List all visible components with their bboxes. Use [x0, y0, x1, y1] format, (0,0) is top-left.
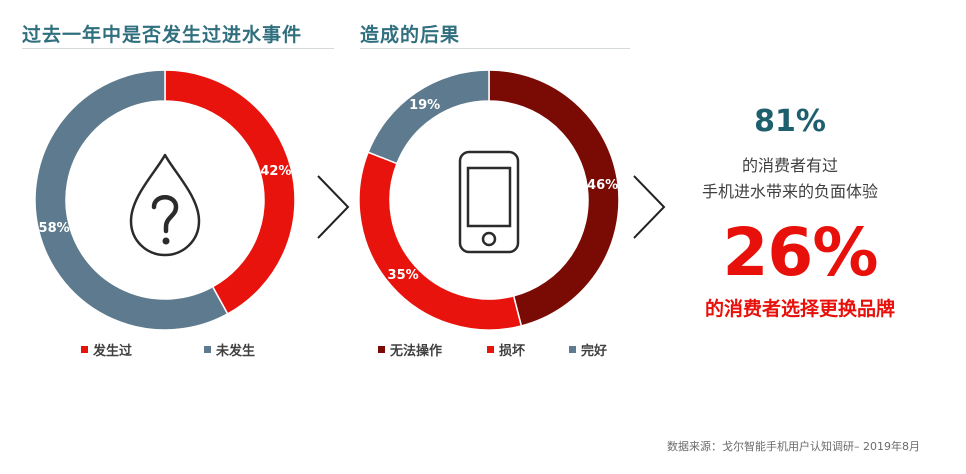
stat-81-value: 81%: [754, 104, 826, 139]
stat-26-line: 的消费者选择更换品牌: [704, 298, 895, 320]
donut-value-label-2: 35%: [388, 268, 419, 283]
legend-label: 未发生: [216, 344, 256, 359]
stat-26-value: 26%: [722, 214, 879, 291]
legend-swatch: [378, 346, 385, 353]
donut-value-label-2: 58%: [39, 221, 70, 236]
chart2-title-rule: [360, 48, 630, 49]
legend-swatch: [487, 346, 494, 353]
donut-segment-3: [367, 69, 490, 165]
donut-segment-2: [358, 151, 523, 331]
chevron-right-icon: [317, 175, 350, 239]
chart2-legend-item-1: 无法操作: [378, 340, 442, 359]
chart2-legend-item-2: 损坏: [487, 340, 525, 359]
chart2-title: 造成的后果: [360, 24, 461, 46]
donut-chart-1: 42% 58%: [34, 69, 296, 331]
donut-value-label-1: 42%: [260, 164, 291, 179]
donut-value-label-3: 19%: [409, 98, 440, 113]
donut-chart-2: 46% 35% 19%: [358, 69, 620, 331]
chart1-legend-item-2: 未发生: [204, 340, 255, 359]
legend-label: 完好: [581, 344, 608, 359]
legend-label: 无法操作: [390, 344, 443, 359]
donut-segment-1: [488, 69, 620, 327]
legend-label: 损坏: [499, 344, 526, 359]
chevron-right-icon: [633, 175, 666, 239]
chart1-title-rule: [22, 48, 334, 49]
stat-81-line-2: 手机进水带来的负面体验: [701, 182, 878, 201]
legend-swatch: [81, 346, 88, 353]
smartphone-icon: [458, 150, 520, 254]
donut-segment-1: [164, 69, 296, 315]
stat-81-line-1: 的消费者有过: [741, 156, 838, 175]
legend-swatch: [204, 346, 211, 353]
chart2-legend-item-3: 完好: [569, 340, 607, 359]
water-drop-question-icon: [129, 153, 201, 257]
legend-swatch: [569, 346, 576, 353]
source-note: 数据来源：戈尔智能手机用户认知调研– 2019年8月: [667, 440, 920, 453]
chart1-title: 过去一年中是否发生过进水事件: [22, 24, 303, 46]
donut-value-label-1: 46%: [587, 178, 618, 193]
legend-label: 发生过: [93, 344, 133, 359]
chart1-legend-item-1: 发生过: [81, 340, 132, 359]
donut-segment-2: [34, 69, 229, 331]
